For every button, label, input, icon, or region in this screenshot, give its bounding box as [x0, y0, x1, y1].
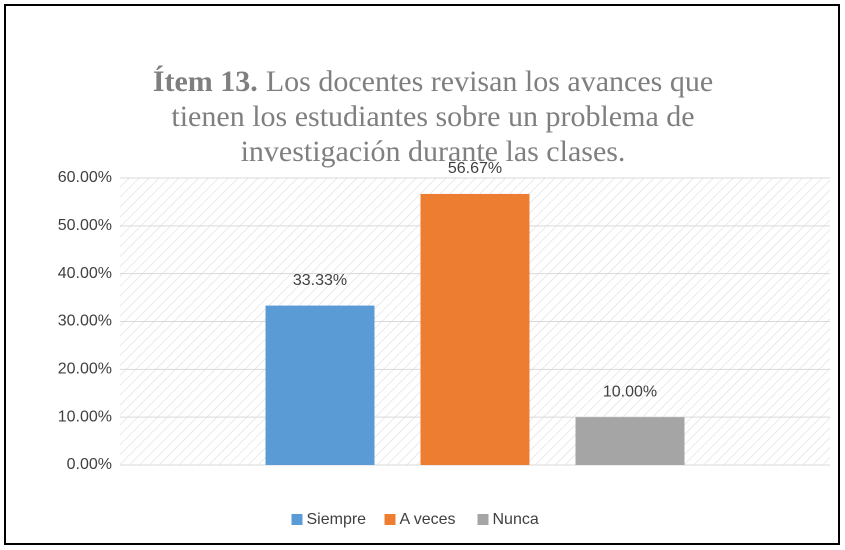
- legend-label: Siempre: [307, 511, 367, 528]
- data-label: 33.33%: [293, 272, 347, 289]
- frame: [4, 4, 840, 545]
- legend-label: Nunca: [493, 511, 539, 528]
- legend-swatch: [477, 514, 489, 525]
- data-label: 56.67%: [448, 160, 502, 177]
- y-tick-label: 40.00%: [58, 265, 112, 282]
- legend-label: A veces: [400, 511, 456, 528]
- bar: [420, 193, 530, 465]
- chart-title: Ítem 13.: [152, 65, 258, 98]
- bar: [575, 417, 685, 465]
- y-tick-label: 10.00%: [58, 408, 112, 425]
- data-label: 10.00%: [603, 383, 657, 400]
- y-tick-label: 50.00%: [58, 217, 112, 234]
- legend-swatch: [291, 514, 303, 525]
- y-tick-label: 60.00%: [58, 169, 112, 186]
- bar: [265, 305, 375, 465]
- y-tick-label: 0.00%: [67, 456, 112, 473]
- legend-swatch: [384, 514, 396, 525]
- chart-subtitle: Los docentes revisan los avances que tie…: [171, 65, 714, 168]
- title-box: Ítem 13. Los docentes revisan los avances…: [118, 64, 748, 169]
- y-tick-label: 30.00%: [58, 313, 112, 330]
- y-tick-label: 20.00%: [58, 361, 112, 378]
